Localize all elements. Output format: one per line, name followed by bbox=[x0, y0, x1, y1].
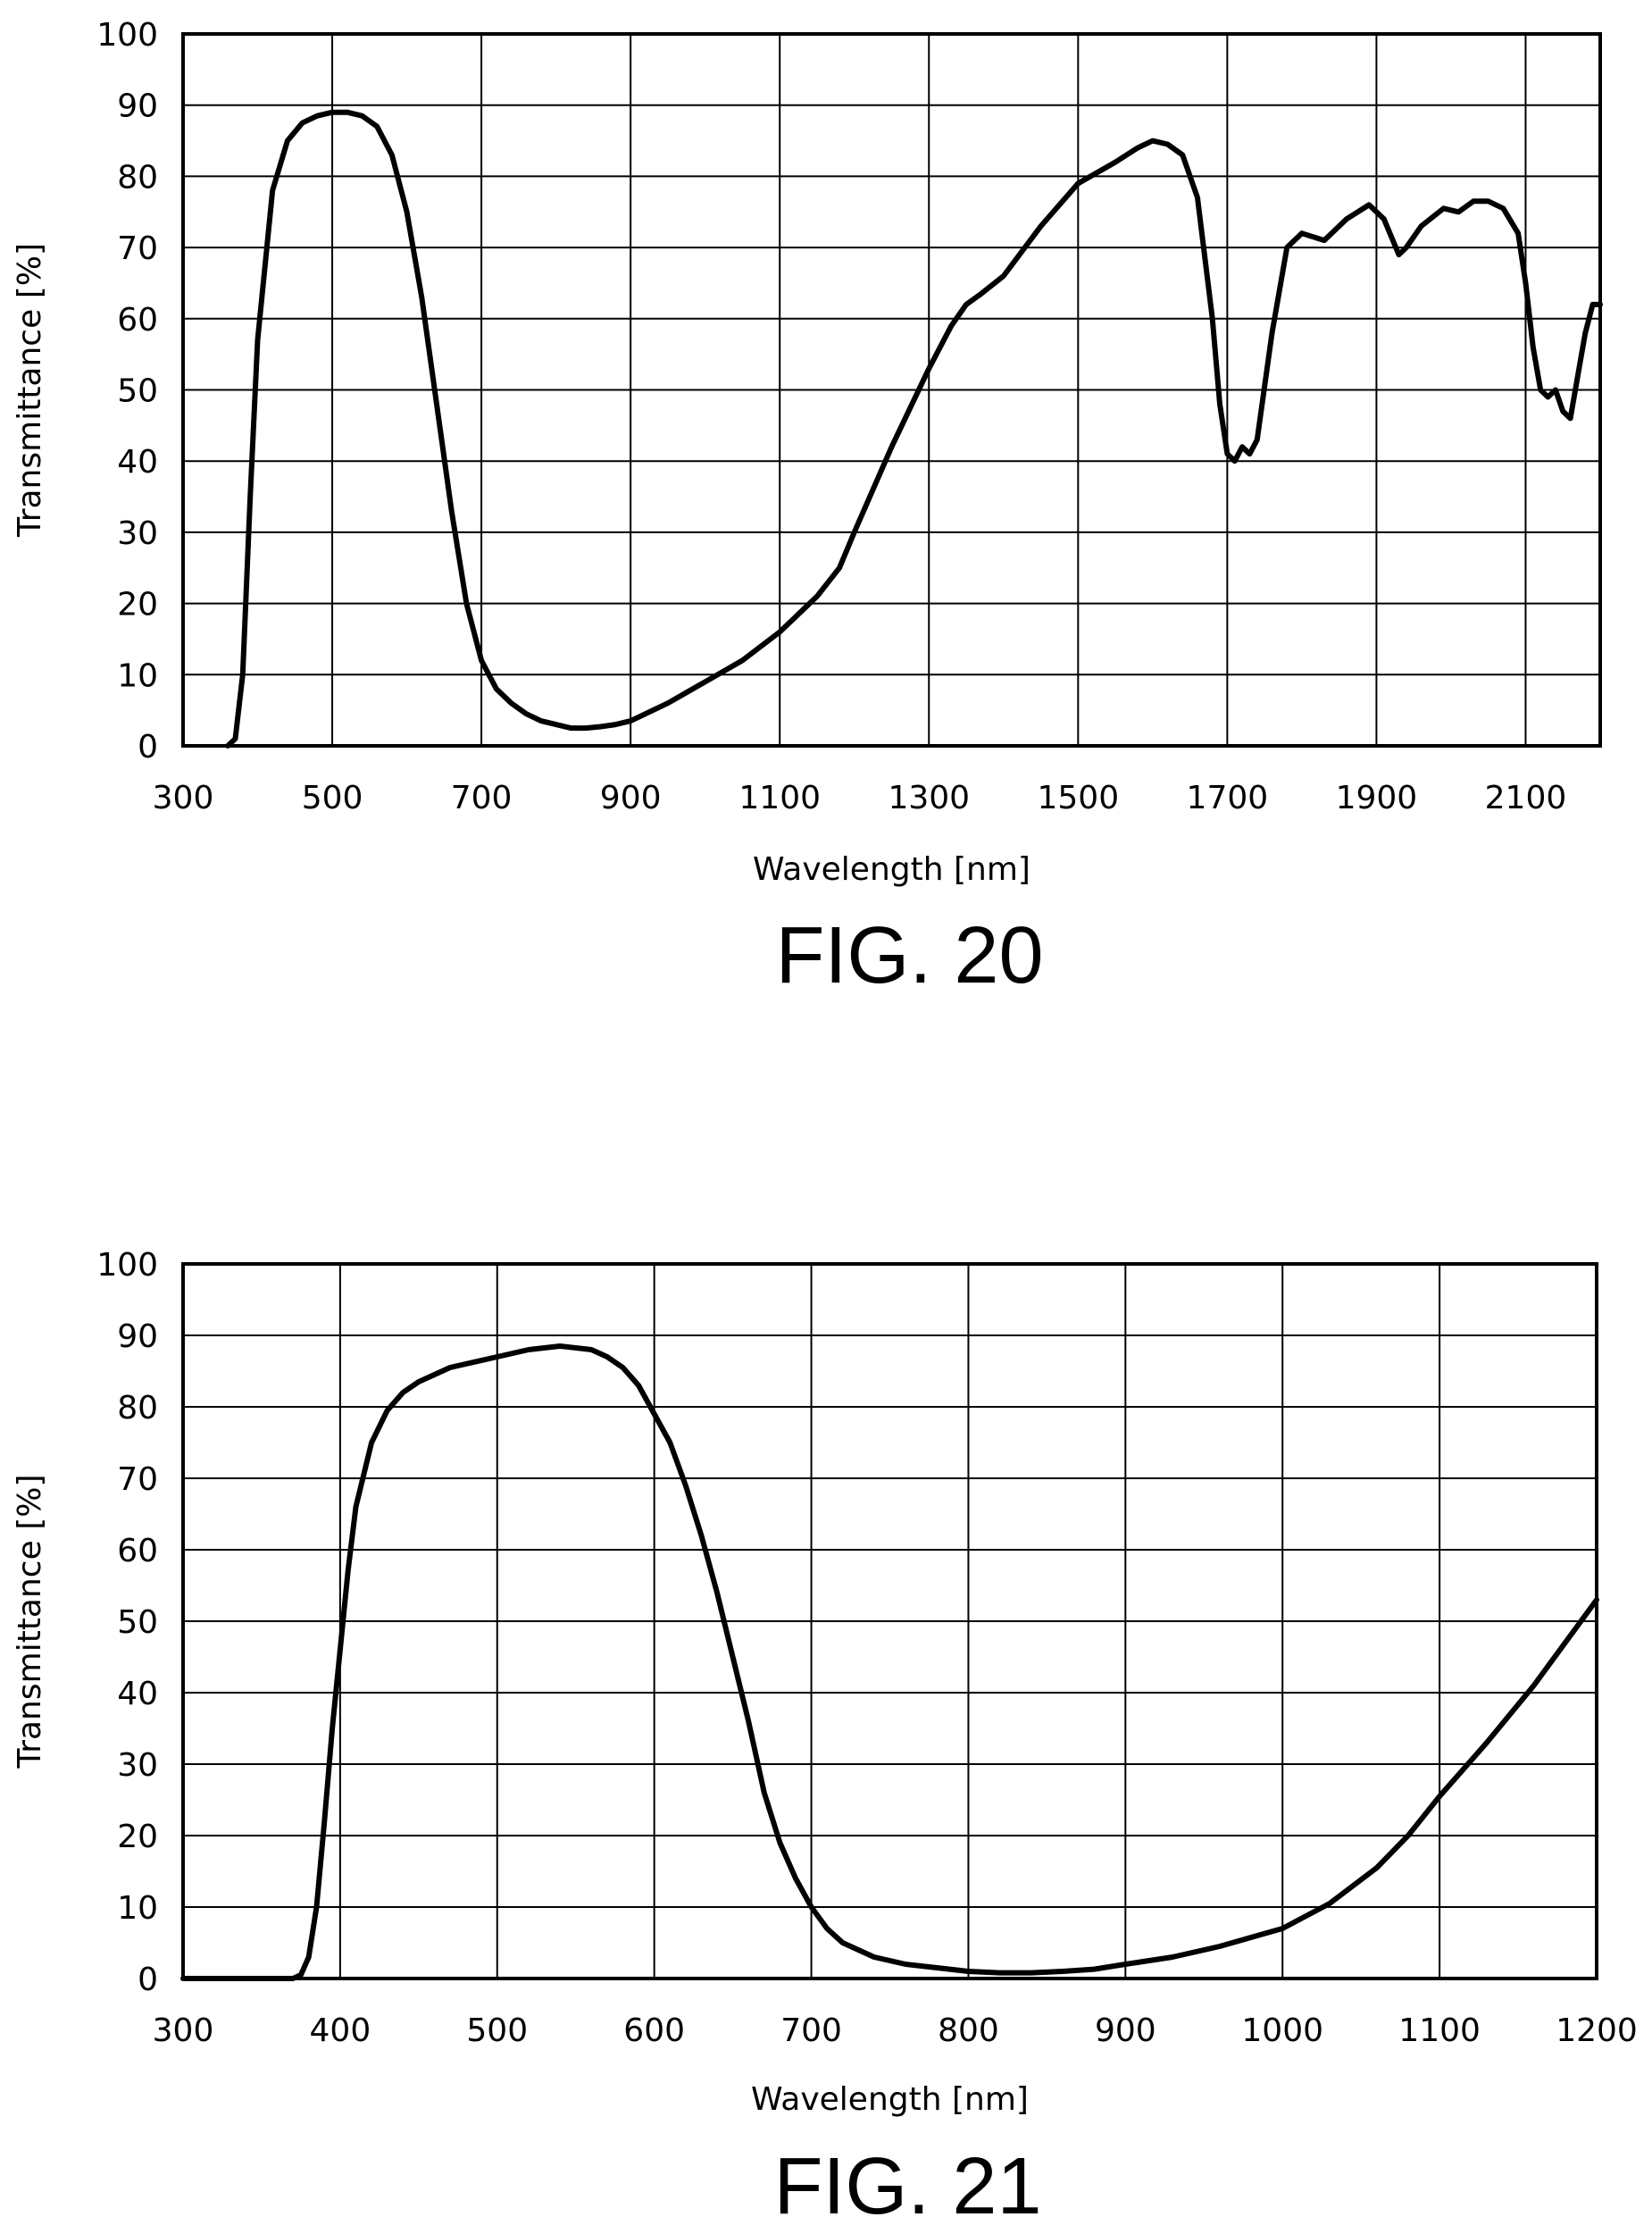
y-tick-label: 90 bbox=[117, 88, 158, 125]
transmittance-curve bbox=[225, 109, 1603, 749]
y-tick-label: 20 bbox=[117, 1819, 158, 1855]
y-axis-label: Transmittance [%] bbox=[12, 1475, 48, 1769]
y-tick-label: 80 bbox=[117, 159, 158, 196]
x-tick-label: 400 bbox=[310, 2012, 371, 2049]
x-tick-label: 300 bbox=[153, 780, 214, 816]
y-tick-label: 60 bbox=[117, 1533, 158, 1569]
x-tick-label: 300 bbox=[153, 2012, 214, 2049]
chart-fig-21: 0 10 20 30 40 50 60 70 80 90 100 300 400 500 600 700 800… bbox=[12, 1247, 1638, 2217]
x-tick-label: 1700 bbox=[1187, 780, 1269, 816]
x-tick-label: 900 bbox=[1095, 2012, 1156, 2049]
y-tick-label: 30 bbox=[117, 1747, 158, 1784]
y-tick-label: 70 bbox=[117, 1461, 158, 1498]
y-tick-label: 40 bbox=[117, 444, 158, 481]
y-tick-label: 70 bbox=[117, 230, 158, 267]
x-tick-label: 1100 bbox=[738, 780, 821, 816]
x-tick-label: 1200 bbox=[1556, 2012, 1638, 2049]
y-tick-label: 0 bbox=[138, 1962, 158, 1998]
y-tick-label: 90 bbox=[117, 1318, 158, 1355]
x-tick-label: 1500 bbox=[1038, 780, 1120, 816]
x-tick-label: 1100 bbox=[1398, 2012, 1481, 2049]
x-tick-label: 500 bbox=[302, 780, 363, 816]
x-tick-label: 2100 bbox=[1485, 780, 1567, 816]
y-tick-label: 100 bbox=[96, 17, 158, 54]
x-tick-label: 900 bbox=[600, 780, 662, 816]
transmittance-curve bbox=[180, 1343, 1599, 1981]
y-tick-label: 10 bbox=[117, 1890, 158, 1927]
y-tick-label: 0 bbox=[138, 729, 158, 765]
y-tick-label: 80 bbox=[117, 1390, 158, 1426]
y-tick-label: 10 bbox=[117, 657, 158, 694]
y-tick-label: 30 bbox=[117, 515, 158, 552]
y-tick-label: 100 bbox=[96, 1247, 158, 1284]
x-axis-label: Wavelength [nm] bbox=[751, 2081, 1029, 2118]
y-tick-label: 60 bbox=[117, 302, 158, 339]
plot-frame bbox=[181, 32, 1602, 748]
x-tick-label: 1000 bbox=[1241, 2012, 1323, 2049]
chart-fig-20: 0 10 20 30 40 50 60 70 80 90 100 300 500 700 900 1100 13… bbox=[12, 17, 1603, 1000]
y-tick-label: 40 bbox=[117, 1676, 158, 1712]
figure-caption: FIG. 20 bbox=[775, 911, 1043, 1000]
figure-caption: FIG. 21 bbox=[773, 2142, 1041, 2217]
y-tick-label: 20 bbox=[117, 587, 158, 623]
plot-frame bbox=[181, 1262, 1598, 1980]
x-axis-label: Wavelength [nm] bbox=[753, 851, 1030, 888]
y-tick-label: 50 bbox=[117, 1604, 158, 1641]
x-tick-label: 700 bbox=[780, 2012, 842, 2049]
x-tick-label: 700 bbox=[451, 780, 513, 816]
x-tick-label: 800 bbox=[938, 2012, 999, 2049]
x-tick-label: 600 bbox=[623, 2012, 685, 2049]
x-tick-label: 1300 bbox=[888, 780, 970, 816]
y-axis-label: Transmittance [%] bbox=[12, 243, 48, 538]
x-tick-label: 500 bbox=[466, 2012, 528, 2049]
y-tick-label: 50 bbox=[117, 373, 158, 410]
x-tick-label: 1900 bbox=[1336, 780, 1418, 816]
